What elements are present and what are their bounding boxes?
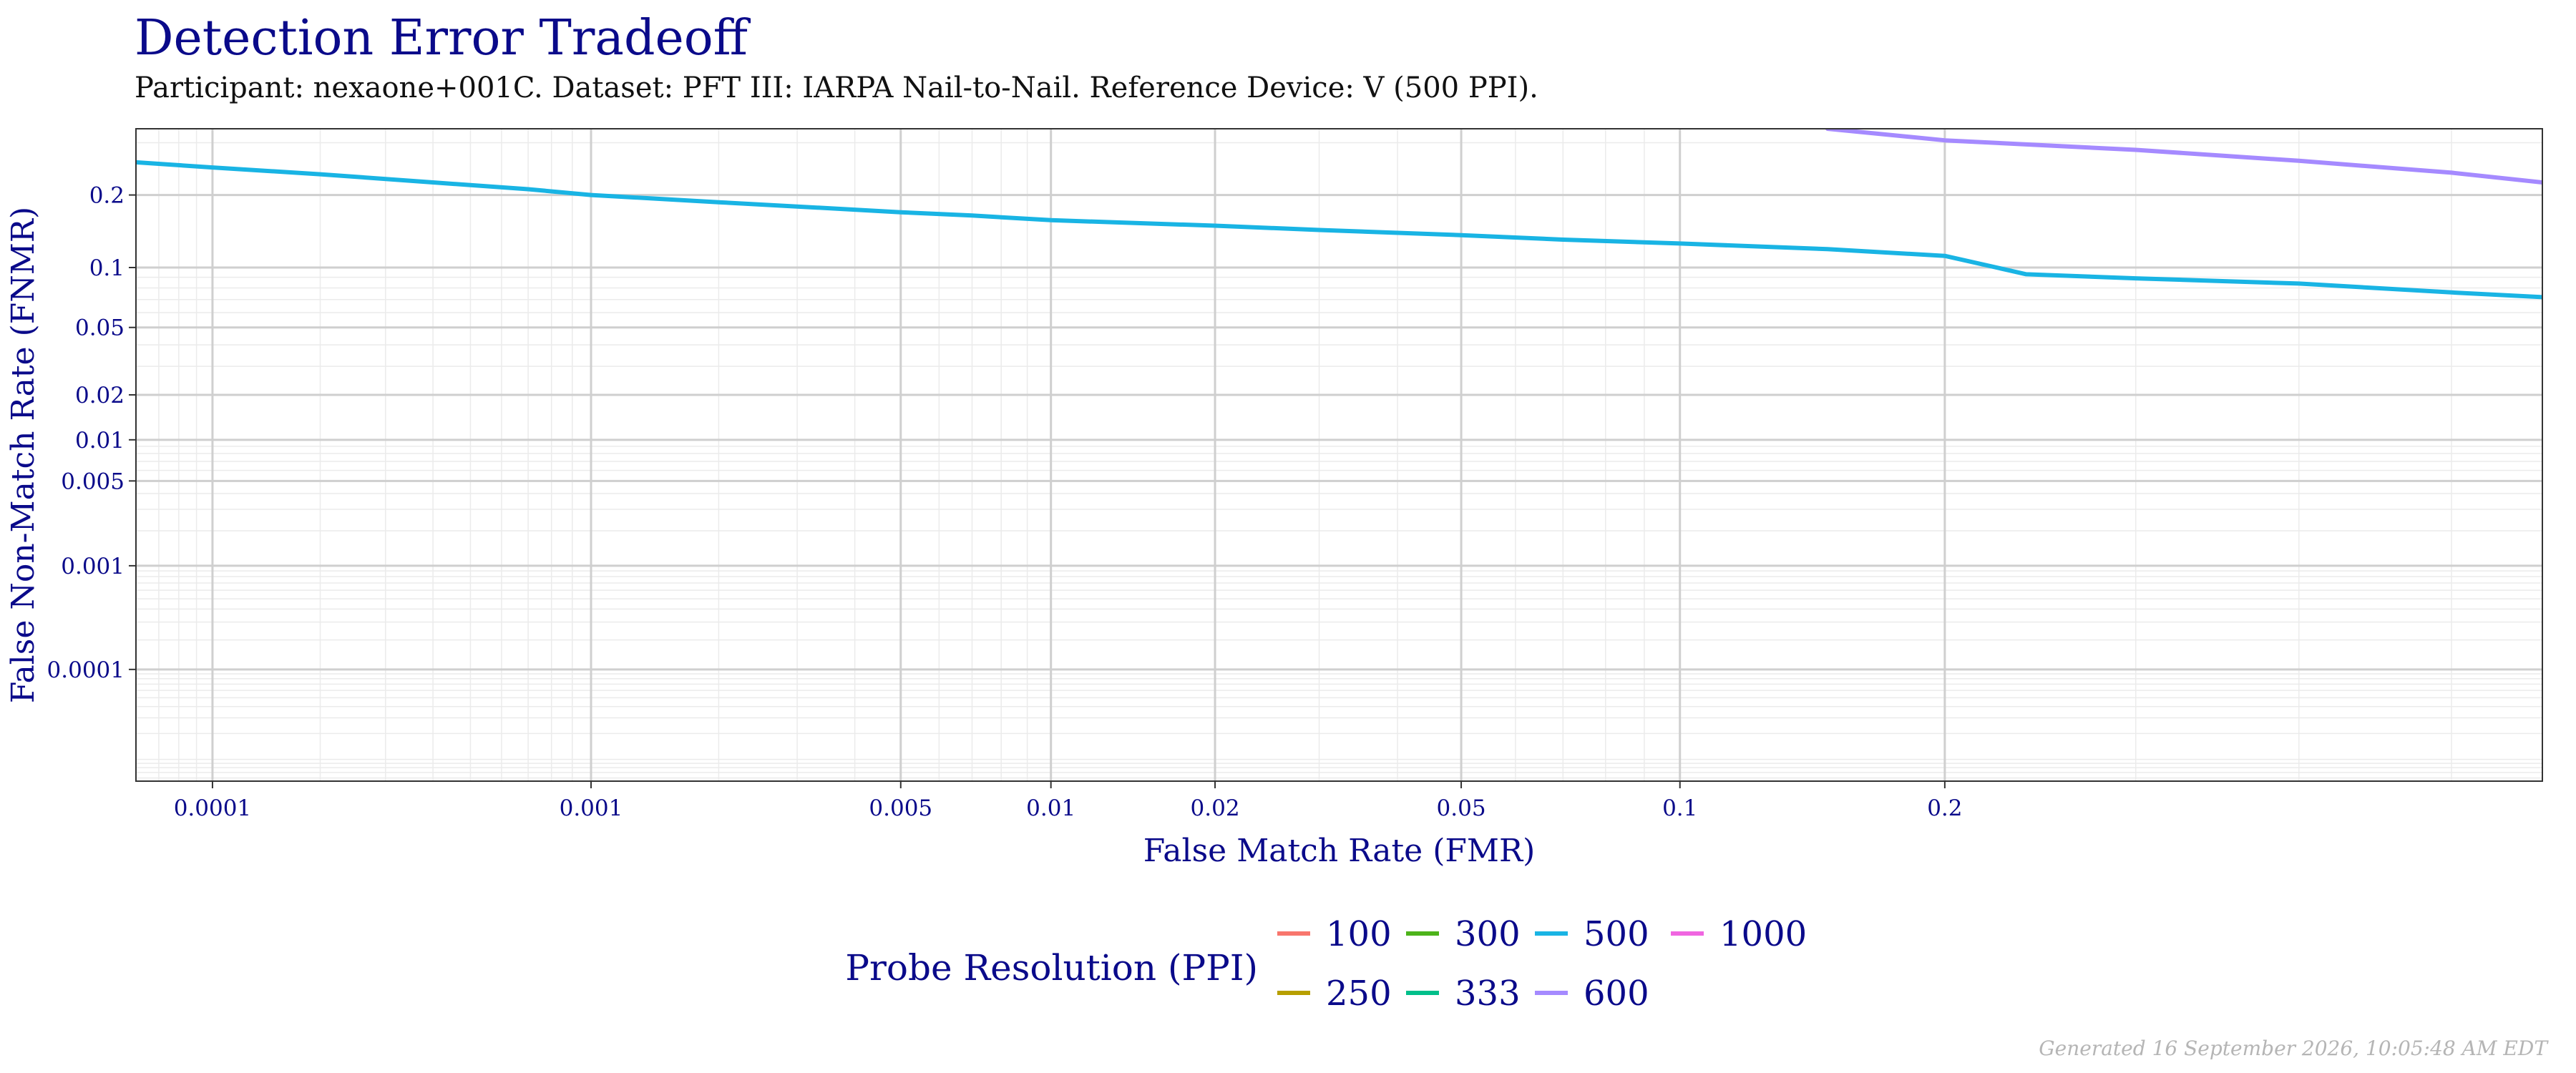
series-layer <box>136 129 2542 300</box>
major-grid <box>136 129 2542 781</box>
y-tick-label: 0.01 <box>75 428 125 454</box>
legend-label-333: 333 <box>1455 974 1521 1014</box>
x-tick-label: 0.1 <box>1662 795 1697 821</box>
legend-label-500: 500 <box>1584 914 1649 954</box>
x-tick-label: 0.005 <box>869 795 932 821</box>
legend-label-1000: 1000 <box>1719 914 1807 954</box>
series-line-600 <box>1825 129 2542 185</box>
x-tick-label: 0.2 <box>1927 795 1962 821</box>
x-axis-title: False Match Rate (FMR) <box>1143 833 1536 869</box>
y-tick-label: 0.005 <box>61 469 125 494</box>
x-tick-label: 0.0001 <box>174 795 251 821</box>
legend-label-250: 250 <box>1326 974 1392 1014</box>
y-tick-label: 0.1 <box>89 255 125 281</box>
legend-label-100: 100 <box>1326 914 1392 954</box>
legend-label-300: 300 <box>1455 914 1521 954</box>
x-tick-label: 0.02 <box>1191 795 1240 821</box>
x-tick-label: 0.05 <box>1437 795 1486 821</box>
y-axis: 0.2 0.1 0.05 0.02 0.01 0.005 0.001 0.0001 <box>47 183 136 683</box>
generated-timestamp: Generated 16 September 2026, 10:05:48 AM… <box>2039 1037 2547 1060</box>
x-tick-label: 0.001 <box>560 795 623 821</box>
y-axis-title: False Non-Match Rate (FNMR) <box>5 207 42 703</box>
plot-frame <box>135 128 2543 782</box>
x-axis: 0.0001 0.001 0.005 0.01 0.02 0.05 0.1 0.2 <box>174 781 1963 821</box>
legend-label-600: 600 <box>1584 974 1649 1014</box>
chart-title: Detection Error Tradeoff <box>135 10 748 67</box>
chart-subtitle: Participant: nexaone+001C. Dataset: PFT … <box>135 72 1538 104</box>
y-tick-label: 0.05 <box>75 315 125 341</box>
legend-title: Probe Resolution (PPI) <box>845 947 1258 989</box>
x-tick-label: 0.01 <box>1026 795 1075 821</box>
legend: 100 250 300 333 500 600 1000 <box>1277 914 1807 1014</box>
minor-grid <box>135 129 2542 781</box>
y-tick-label: 0.0001 <box>47 657 125 683</box>
y-tick-label: 0.02 <box>75 383 125 408</box>
y-tick-label: 0.2 <box>89 183 125 209</box>
y-tick-label: 0.001 <box>61 554 125 579</box>
series-line-500 <box>136 160 2542 300</box>
